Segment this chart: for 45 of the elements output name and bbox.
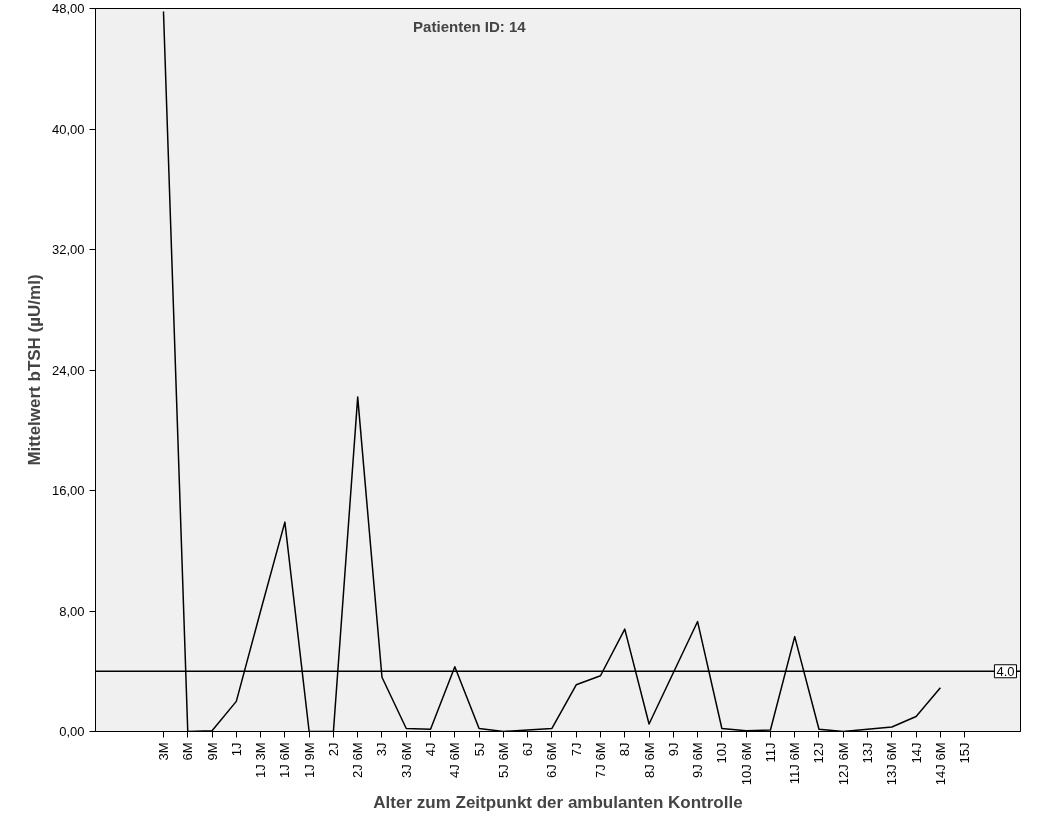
x-tick-label: 3J: [374, 742, 390, 757]
y-tick-label: 8,00: [59, 603, 85, 619]
x-tick-label: 10J: [714, 742, 730, 764]
x-tick-label: 14J: [908, 742, 924, 764]
ref-line-label: 4.0: [996, 663, 1015, 679]
y-tick-label: 32,00: [51, 242, 85, 257]
x-tick-label: 6J 6M: [544, 742, 560, 778]
x-tick-label: 5J 6M: [495, 742, 511, 778]
x-axis-title: Alter zum Zeitpunkt der ambulanten Kontrolle: [373, 793, 743, 813]
y-tick-label: 40,00: [51, 121, 85, 137]
x-tick-label: 13J 6M: [884, 742, 900, 786]
y-tick-label: 24,00: [51, 362, 85, 378]
x-tick-label: 2J: [325, 742, 341, 757]
y-tick-label: 16,00: [51, 483, 85, 498]
x-tick-label: 1J: [228, 742, 244, 757]
x-tick-label: 6M: [180, 742, 196, 761]
x-tick-label: 11J: [762, 742, 778, 763]
x-tick-label: 12J 6M: [835, 742, 851, 786]
x-tick-label: 3M: [155, 742, 171, 761]
x-tick-label: 10J 6M: [738, 742, 754, 786]
x-tick-label: 1J 9M: [301, 742, 317, 778]
x-tick-label: 12J: [811, 742, 827, 764]
text: Patienten ID: 14: [413, 17, 527, 35]
x-tick-label: 13J: [860, 742, 876, 764]
x-tick-label: 4J: [423, 742, 439, 757]
x-tick-label: 7J 6M: [592, 742, 608, 778]
y-tick-label: 48,00: [51, 1, 85, 16]
x-tick-label: 9J 6M: [690, 742, 706, 778]
x-tick-label: 1J 6M: [277, 742, 293, 778]
x-tick-label: 9M: [204, 742, 220, 761]
x-tick-label: 6J: [520, 742, 536, 757]
x-tick-label: 5J: [471, 742, 487, 757]
y-axis-title: Mittelwert bTSH (µU/ml): [24, 274, 44, 466]
x-tick-label: 14J 6M: [932, 742, 948, 786]
x-tick-label: 8J: [617, 742, 633, 757]
x-tick-label: 3J 6M: [398, 742, 414, 778]
x-tick-label: 1J 3M: [253, 742, 269, 778]
x-tick-label: 15J: [957, 742, 973, 764]
x-tick-label: 4J 6M: [447, 742, 463, 778]
x-tick-label: 7J: [568, 742, 584, 757]
y-tick-label: 0,00: [59, 724, 85, 739]
x-tick-label: 2J 6M: [350, 742, 366, 778]
x-tick-label: 8J 6M: [641, 742, 657, 778]
x-tick-label: 9J: [665, 742, 681, 757]
x-tick-label: 11J 6M: [787, 742, 803, 785]
